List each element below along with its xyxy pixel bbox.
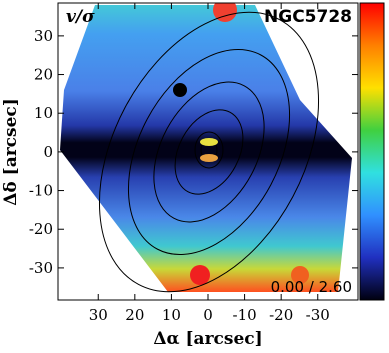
x-tick-label: -20: [269, 306, 293, 324]
title: NGC5728: [264, 7, 352, 27]
y-tick-label: -30: [29, 259, 53, 277]
x-tick-label: 30: [89, 306, 108, 324]
y-axis-label: Δδ [arcsec]: [1, 98, 21, 206]
velocity-map: [60, 3, 352, 293]
y-tick-label: -10: [29, 182, 53, 200]
quantity-label: v/σ: [66, 7, 95, 27]
y-tick-label: -20: [29, 220, 53, 238]
x-tick-label: -30: [306, 306, 330, 324]
y-tick-label: 20: [34, 66, 53, 84]
x-axis-label: Δα [arcsec]: [153, 329, 262, 349]
x-tick-label: 10: [162, 306, 181, 324]
y-tick-label: 30: [34, 27, 53, 45]
x-tick-label: 0: [203, 306, 213, 324]
y-tick-label: 0: [43, 143, 53, 161]
y-tick-label: 10: [34, 104, 53, 122]
range-label: 0.00 / 2.60: [271, 278, 352, 296]
x-tick-label: 20: [125, 306, 144, 324]
x-tick-label: -10: [233, 306, 257, 324]
colorbar: [359, 2, 385, 301]
